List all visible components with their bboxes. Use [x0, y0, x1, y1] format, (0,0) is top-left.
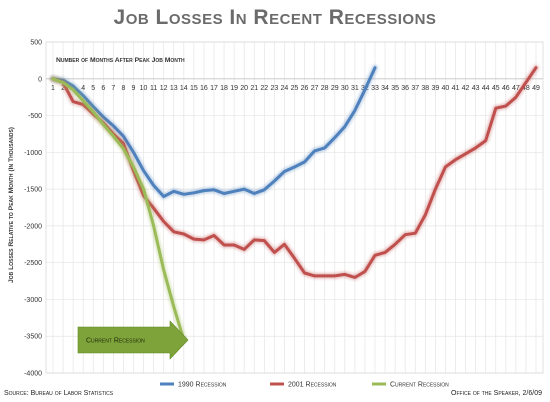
- series-glow: [50, 75, 187, 343]
- series-current-recession: [50, 75, 187, 343]
- x-tick-label: 30: [341, 85, 349, 92]
- x-tick-label: 21: [250, 85, 258, 92]
- y-tick-label: -500: [28, 113, 42, 120]
- x-tick-label: 4: [81, 85, 85, 92]
- series-1990-recession: [50, 64, 378, 200]
- x-tick-label: 46: [502, 85, 510, 92]
- plot-frame: [45, 41, 544, 374]
- x-tick-label: 8: [121, 85, 125, 92]
- x-tick-label: 31: [351, 85, 359, 92]
- x-tick-label: 14: [180, 85, 188, 92]
- x-tick-label: 47: [512, 85, 520, 92]
- x-tick-label: 35: [391, 85, 399, 92]
- x-tick-label: 12: [160, 85, 168, 92]
- x-tick-label: 16: [200, 85, 208, 92]
- y-tick-label: -2000: [24, 223, 42, 230]
- x-tick-label: 39: [431, 85, 439, 92]
- x-tick-label: 48: [522, 85, 530, 92]
- x-tick-label: 28: [321, 85, 329, 92]
- x-tick-label: 33: [371, 85, 379, 92]
- legend-label: Current Recession: [390, 382, 449, 389]
- x-tick-label: 20: [240, 85, 248, 92]
- series-line: [51, 77, 186, 342]
- annotation: Current Recession: [77, 320, 189, 360]
- y-tick-label: -2500: [24, 260, 42, 267]
- y-axis-label: Job Losses Relative to Peak Month (In Th…: [8, 127, 15, 283]
- x-tick-label: 5: [91, 85, 95, 92]
- x-tick-label: 45: [492, 85, 500, 92]
- x-tick-label: 10: [140, 85, 148, 92]
- x-tick-label: 6: [101, 85, 105, 92]
- legend: 1990 Recession 2001 Recession Current Rece…: [160, 382, 449, 389]
- x-tick-labels: 1 2 3 4 5 6 7 8 9 10 11 12 13 14 15 16 17 18 19 20 21 22 23 24 2…: [51, 85, 540, 92]
- x-tick-label: 11: [150, 85, 157, 92]
- x-tick-label: 49: [532, 85, 540, 92]
- y-tick-labels: 500 0 -500 -1000 -1500 -2000 -2500 -3000 -3500 -4…: [24, 40, 42, 378]
- source-note: Source: Bureau of Labor Statistics: [4, 390, 114, 397]
- x-tick-label: 13: [170, 85, 178, 92]
- x-tick-label: 44: [482, 85, 490, 92]
- y-tick-label: -3500: [24, 334, 42, 341]
- x-tick-label: 18: [220, 85, 228, 92]
- x-tick-label: 43: [472, 85, 480, 92]
- chart-title: Job Losses In Recent Recessions: [113, 6, 437, 29]
- series-line: [51, 66, 377, 198]
- y-tick-label: -4000: [24, 371, 42, 378]
- y-tick-label: -3000: [24, 297, 42, 304]
- x-tick-label: 27: [311, 85, 319, 92]
- x-tick-label: 34: [381, 85, 389, 92]
- x-tick-label: 41: [452, 85, 460, 92]
- x-tick-label: 23: [270, 85, 278, 92]
- x-tick-label: 24: [281, 85, 289, 92]
- y-tick-label: -1000: [24, 150, 42, 157]
- x-tick-label: 19: [230, 85, 238, 92]
- x-tick-label: 25: [291, 85, 299, 92]
- x-tick-label: 29: [331, 85, 339, 92]
- x-tick-label: 36: [401, 85, 409, 92]
- x-tick-label: 26: [301, 85, 309, 92]
- axes: [45, 41, 544, 374]
- x-tick-label: 7: [111, 85, 115, 92]
- x-tick-label: 42: [462, 85, 470, 92]
- series-lines: [50, 64, 539, 343]
- x-tick-label: 1: [51, 85, 55, 92]
- annotation-label: Current Recession: [86, 338, 145, 345]
- credit-note: Office of the Speaker, 2/6/09: [451, 390, 542, 397]
- x-tick-label: 38: [421, 85, 429, 92]
- legend-label: 1990 Recession: [178, 382, 227, 389]
- x-tick-label: 9: [132, 85, 136, 92]
- x-tick-label: 40: [442, 85, 450, 92]
- y-tick-label: -1500: [24, 187, 42, 194]
- x-axis-label: Number of Months After Peak Job Month: [56, 57, 185, 64]
- annotation-arrow: [77, 320, 189, 360]
- x-tick-label: 37: [411, 85, 419, 92]
- x-tick-label: 22: [260, 85, 268, 92]
- x-tick-label: 15: [190, 85, 198, 92]
- y-tick-label: 500: [30, 40, 42, 47]
- x-tick-label: 17: [210, 85, 218, 92]
- legend-label: 2001 Recession: [288, 382, 337, 389]
- y-tick-label: 0: [38, 76, 42, 83]
